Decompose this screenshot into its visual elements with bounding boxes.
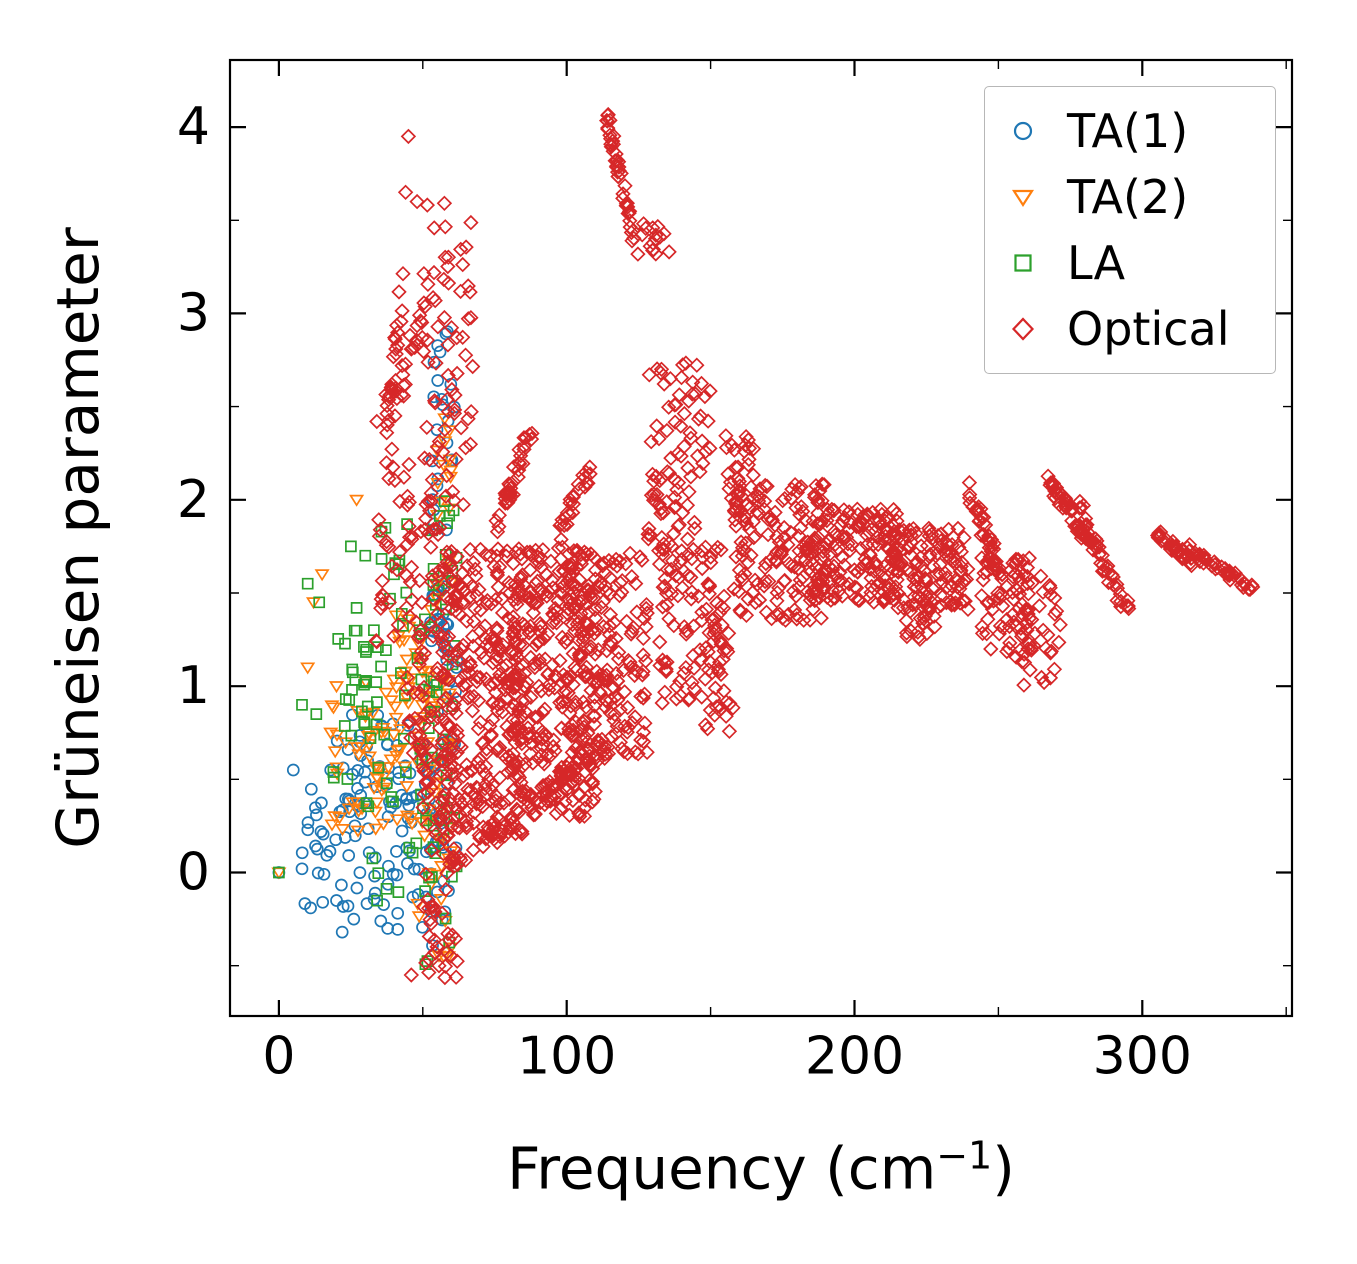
legend-item-ta2: TA(2) (995, 165, 1265, 229)
data-points-layer (271, 106, 1261, 986)
legend-label: TA(2) (1067, 170, 1189, 224)
legend-label: LA (1067, 236, 1126, 290)
series-optical-markers (368, 106, 1261, 986)
x-axis-label: Frequency (cm−1) (507, 1133, 1015, 1202)
minor-ticks (230, 60, 1292, 1016)
x-axis-label-suffix: ) (992, 1134, 1015, 1203)
x-axis-label-sup: −1 (936, 1133, 993, 1178)
y-axis-label: Grüneisen parameter (44, 227, 112, 849)
x-tick-label: 100 (517, 1027, 616, 1087)
legend-label: Optical (1067, 302, 1230, 356)
triangle-down-marker-icon (995, 180, 1051, 214)
y-tick-label: 0 (177, 843, 210, 903)
x-tick-label: 300 (1093, 1027, 1192, 1087)
x-tick-label: 0 (262, 1027, 295, 1087)
x-tick-label: 200 (805, 1027, 904, 1087)
major-ticks (230, 60, 1292, 1016)
y-tick-label: 2 (177, 470, 210, 530)
circle-marker-icon (995, 114, 1051, 148)
axes-frame (228, 58, 1294, 1018)
y-tick-label: 1 (177, 656, 210, 716)
x-axis-label-prefix: Frequency (cm (507, 1134, 937, 1203)
legend-item-optical: Optical (995, 297, 1265, 361)
square-marker-icon (995, 246, 1051, 280)
y-tick-label: 4 (177, 97, 210, 157)
legend-label: TA(1) (1067, 104, 1189, 158)
y-tick-label: 3 (177, 283, 210, 343)
legend-item-la: LA (995, 231, 1265, 295)
diamond-marker-icon (995, 312, 1051, 346)
legend-item-ta1: TA(1) (995, 99, 1265, 163)
legend: TA(1) TA(2) LA Optical (984, 86, 1276, 374)
